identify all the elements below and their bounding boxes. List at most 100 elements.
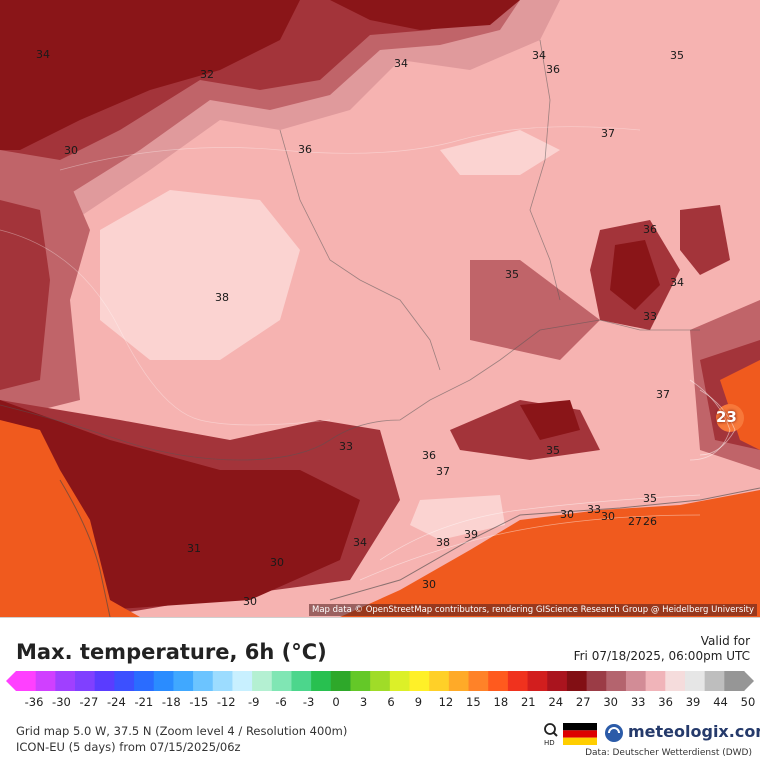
contour-label: 30 (243, 595, 257, 608)
colorbar-tick-label: -3 (302, 695, 315, 709)
colorbar-tick-label: 39 (685, 695, 701, 709)
contour-label: 35 (546, 444, 560, 457)
colorbar-segment (586, 671, 607, 691)
grid-info: Grid map 5.0 W, 37.5 N (Zoom level 4 / R… (16, 724, 348, 738)
contour-label: 30 (560, 508, 574, 521)
colorbar-tick-label: 50 (740, 695, 756, 709)
colorbar-segment (370, 671, 391, 691)
colorbar-tick-label: 24 (548, 695, 564, 709)
contour-label: 34 (394, 57, 408, 70)
colorbar-segment (16, 671, 37, 691)
contour-label: 38 (215, 291, 229, 304)
contour-label: 35 (670, 49, 684, 62)
colorbar-tick-label: 27 (575, 695, 591, 709)
contour-label: 37 (601, 127, 615, 140)
contour-label: 38 (436, 536, 450, 549)
map-title: Max. temperature, 6h (°C) (16, 640, 327, 664)
colorbar-segment (114, 671, 135, 691)
colorbar-segment (625, 671, 647, 691)
colorbar-segment (547, 671, 568, 691)
colorbar-segment (252, 671, 273, 691)
colorbar-tick-label: -18 (161, 695, 181, 709)
colorbar-tick-label: -15 (189, 695, 209, 709)
colorbar-segment (153, 671, 174, 691)
colorbar-tick-label: -36 (24, 695, 44, 709)
colorbar-tick-label: 18 (493, 695, 509, 709)
colorbar-tick-label: 6 (387, 695, 395, 709)
colorbar-tick-label: 3 (359, 695, 368, 709)
hd-magnifier-icon[interactable]: HD (543, 722, 559, 746)
colorbar-segment (271, 671, 292, 691)
colorbar-segment (350, 671, 371, 691)
temperature-map[interactable]: 34 32 30 34 34 36 35 36 37 38 36 35 34 3… (0, 0, 760, 617)
colorbar-tick-label: 44 (713, 695, 728, 709)
colorbar-segment (330, 671, 351, 691)
hd-label: HD (544, 739, 555, 746)
colorbar-tick-label: 0 (332, 695, 340, 709)
colorbar-tick-label: -9 (247, 695, 260, 709)
contour-label: 31 (187, 542, 201, 555)
contour-label: 37 (656, 388, 670, 401)
colorbar-tick-label: 12 (438, 695, 454, 709)
model-info: ICON-EU (5 days) from 07/15/2025/06z (16, 740, 241, 754)
colorbar-segment (94, 671, 115, 691)
valid-label: Valid for (700, 634, 750, 648)
data-source: Data: Deutscher Wetterdienst (DWD) (585, 748, 752, 758)
contour-label: 33 (339, 440, 353, 453)
contour-label: 36 (422, 449, 436, 462)
contour-label: 30 (270, 556, 284, 569)
contour-label: 37 (436, 465, 450, 478)
colorbar-tick-label: 21 (520, 695, 536, 709)
colorbar-segment (448, 671, 470, 691)
colorbar-tick-label: 30 (603, 695, 619, 709)
contour-label: 27 (628, 515, 642, 528)
colorbar-segment (684, 671, 706, 691)
colorbar-segment (75, 671, 96, 691)
colorbar-segment (389, 671, 411, 691)
contour-label: 39 (464, 528, 478, 541)
contour-label: 33 (643, 310, 657, 323)
brand-name[interactable]: meteologix.com (628, 722, 760, 741)
legend-panel: Max. temperature, 6h (°C) Valid for Fri … (0, 617, 760, 761)
colorbar-segment (55, 671, 76, 691)
contour-label: 35 (643, 492, 657, 505)
colorbar-scale: -36 -30 -27 -24 -21 -18 -15 -12 -9 -6 -3 0 3 6 9 12 15 18… (0, 695, 760, 711)
contour-label: 35 (505, 268, 519, 281)
colorbar-tick-label: 33 (630, 695, 646, 709)
contour-label: 30 (64, 144, 78, 157)
contour-label: 36 (298, 143, 312, 156)
colorbar-segment (311, 671, 332, 691)
colorbar-segment (468, 671, 489, 691)
contour-label: 33 (587, 503, 601, 516)
colorbar-segment (291, 671, 312, 691)
germany-flag-icon (563, 723, 597, 745)
colorbar-segment (704, 671, 725, 691)
contour-label: 26 (643, 515, 657, 528)
colorbar-segment (35, 671, 56, 691)
colorbar-segment (724, 671, 745, 691)
colorbar-segment (566, 671, 588, 691)
contour-label: 36 (643, 223, 657, 236)
colorbar-segment (606, 671, 627, 691)
colorbar-tick-label: -24 (106, 695, 126, 709)
contour-label: 34 (670, 276, 684, 289)
colorbar-segment (488, 671, 509, 691)
map-attribution: Map data © OpenStreetMap contributors, r… (309, 604, 757, 616)
colorbar-segment (645, 671, 666, 691)
colorbar-segment (193, 671, 214, 691)
valid-time: Fri 07/18/2025, 06:00pm UTC (573, 649, 750, 663)
colorbar-segment (507, 671, 529, 691)
colorbar-segment (134, 671, 155, 691)
contour-label: 34 (532, 49, 546, 62)
contour-label: 30 (422, 578, 436, 591)
colorbar-segment (409, 671, 430, 691)
colorbar-tick-label: 9 (414, 695, 423, 709)
meteologix-logo-icon[interactable] (604, 723, 624, 743)
colorbar-tick-label: -12 (216, 695, 236, 709)
colorbar-segment (232, 671, 253, 691)
colorbar-high-arrow (744, 671, 754, 691)
colorbar-segment (173, 671, 194, 691)
map-canvas (0, 0, 760, 617)
colorbar-segment (665, 671, 686, 691)
colorbar-tick-label: 36 (658, 695, 673, 709)
